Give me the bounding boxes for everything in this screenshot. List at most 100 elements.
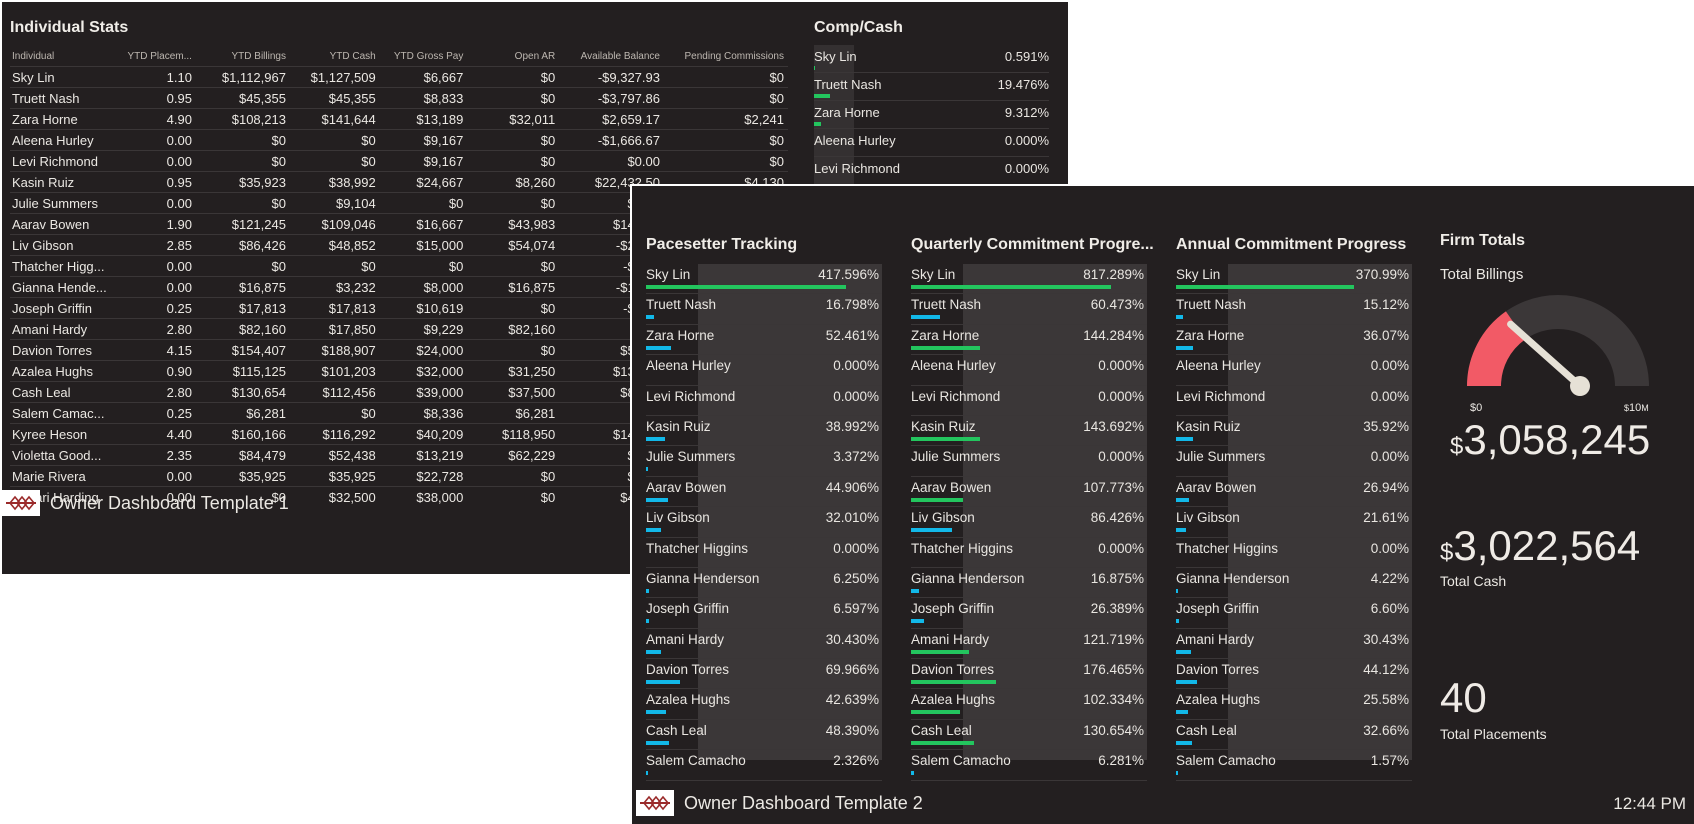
- table-cell: $15,000: [379, 234, 468, 256]
- clock-time: 12:44 PM: [1613, 794, 1686, 813]
- table-cell: Salem Camac...: [10, 402, 117, 424]
- comp-cash-track: [814, 45, 854, 72]
- progress-row: Levi Richmond 0.00%: [1176, 386, 1412, 416]
- table-cell: 0.95: [116, 171, 196, 193]
- comp-cash-value: 0.000%: [1004, 161, 1049, 176]
- progress-name: Salem Camacho: [1176, 753, 1276, 769]
- table-cell: Sky Lin: [10, 66, 117, 88]
- progress-bar: [911, 619, 924, 624]
- progress-value: 121.719%: [1083, 631, 1144, 647]
- progress-value: 16.798%: [825, 297, 879, 313]
- progress-name: Sky Lin: [1176, 267, 1221, 282]
- progress-value: 143.692%: [1083, 418, 1144, 434]
- table-cell: 0.00: [116, 192, 196, 214]
- progress-bar: [911, 740, 974, 745]
- progress-bar: [1176, 588, 1179, 593]
- total-placements-value: 40: [1440, 674, 1487, 721]
- table-cell: $17,813: [195, 297, 290, 319]
- progress-value: 0.00%: [1370, 540, 1409, 556]
- progress-row: Liv Gibson 86.426%: [911, 507, 1147, 538]
- progress-bar: [646, 467, 648, 472]
- table-row: Liv Gibson 2.85 $86,426 $48,852 $15,000 $54,0…: [10, 234, 788, 256]
- table-cell: Thatcher Higg...: [10, 255, 117, 277]
- progress-value: 36.07%: [1363, 327, 1409, 343]
- table-cell: $160,166: [195, 423, 290, 445]
- progress-bar: [1176, 710, 1189, 715]
- progress-name: Levi Richmond: [1176, 388, 1266, 404]
- table-cell: $0: [663, 66, 788, 88]
- progress-value: 0.00%: [1370, 388, 1409, 404]
- progress-bar: [911, 680, 996, 685]
- table-cell: $0: [195, 192, 290, 214]
- comp-cash-row: Aleena Hurley 0.000%: [814, 129, 1049, 157]
- comp-cash-row: Levi Richmond 0.000%: [814, 157, 1049, 185]
- table-cell: Truett Nash: [10, 87, 117, 109]
- progress-value: 86.426%: [1090, 510, 1144, 526]
- progress-row: Aleena Hurley 0.000%: [911, 355, 1147, 386]
- progress-bar: [1176, 740, 1192, 745]
- table-cell: $0: [379, 255, 468, 277]
- total-placements-label: Total Placements: [1440, 726, 1547, 742]
- quarterly-list: Sky Lin 817.289% Truett Nash 60.473% Zara Ho…: [911, 264, 1147, 781]
- progress-bar: [1176, 680, 1198, 685]
- progress-value: 370.99%: [1355, 267, 1409, 282]
- table-cell: 0.95: [116, 87, 196, 109]
- comp-cash-row: Zara Horne 9.312%: [814, 101, 1049, 129]
- table-cell: $32,000: [379, 360, 468, 382]
- progress-name: Davion Torres: [1176, 662, 1260, 678]
- table-cell: Aarav Bowen: [10, 213, 117, 235]
- progress-bar: [646, 315, 655, 320]
- progress-row: Cash Leal 130.654%: [911, 720, 1147, 751]
- table-cell: 0.00: [116, 255, 196, 277]
- progress-bar: [911, 315, 941, 320]
- gauge-min-label: $0: [1470, 402, 1483, 414]
- progress-value: 107.773%: [1083, 479, 1144, 495]
- progress-value: 35.92%: [1363, 418, 1409, 434]
- table-cell: $13,189: [379, 108, 468, 130]
- progress-value: 0.000%: [1098, 540, 1144, 556]
- comp-cash-row: Truett Nash 19.476%: [814, 73, 1049, 101]
- table-cell: $2,659.17: [559, 108, 664, 130]
- progress-value: 0.000%: [1098, 449, 1144, 465]
- table-cell: $141,644: [289, 108, 380, 130]
- table-cell: $115,125: [195, 360, 290, 382]
- progress-bar: [1176, 771, 1178, 776]
- progress-row: Aleena Hurley 0.00%: [1176, 355, 1412, 386]
- progress-row: Salem Camacho 6.281%: [911, 750, 1147, 781]
- column-header: YTD Cash: [329, 50, 376, 62]
- progress-row: Joseph Griffin 6.597%: [646, 598, 882, 629]
- progress-row: Julie Summers 0.000%: [911, 446, 1147, 477]
- table-cell: $0: [467, 150, 560, 172]
- progress-bar: [646, 345, 672, 350]
- progress-name: Julie Summers: [646, 449, 736, 465]
- table-cell: $0: [289, 255, 380, 277]
- progress-name: Kasin Ruiz: [646, 418, 711, 434]
- comp-cash-track: [814, 157, 854, 184]
- progress-row: Salem Camacho 2.326%: [646, 750, 882, 781]
- progress-name: Sky Lin: [646, 267, 691, 282]
- progress-bar: [646, 588, 649, 593]
- table-cell: $0: [467, 87, 560, 109]
- progress-name: Thatcher Higgins: [1176, 540, 1279, 556]
- table-cell: Amani Hardy: [10, 318, 117, 340]
- billings-gauge: [1467, 295, 1649, 396]
- progress-name: Gianna Henderson: [911, 570, 1025, 586]
- progress-value: 30.43%: [1363, 631, 1409, 647]
- progress-value: 25.58%: [1363, 692, 1409, 708]
- table-cell: $0: [467, 192, 560, 214]
- progress-name: Kasin Ruiz: [911, 418, 976, 434]
- progress-name: Liv Gibson: [911, 510, 975, 526]
- progress-name: Liv Gibson: [646, 510, 710, 526]
- comp-cash-value: 0.000%: [1004, 133, 1049, 148]
- progress-name: Zara Horne: [1176, 327, 1245, 343]
- annual-list: Sky Lin 370.99% Truett Nash 15.12% Zara Horn…: [1176, 264, 1412, 781]
- table-cell: $109,046: [289, 213, 380, 235]
- table-cell: $6,281: [467, 402, 560, 424]
- progress-name: Cash Leal: [911, 722, 972, 738]
- progress-name: Levi Richmond: [646, 388, 736, 404]
- progress-value: 30.430%: [825, 631, 879, 647]
- progress-name: Aleena Hurley: [646, 358, 731, 374]
- progress-value: 16.875%: [1090, 570, 1144, 586]
- progress-value: 6.281%: [1098, 753, 1144, 769]
- progress-value: 0.000%: [833, 388, 879, 404]
